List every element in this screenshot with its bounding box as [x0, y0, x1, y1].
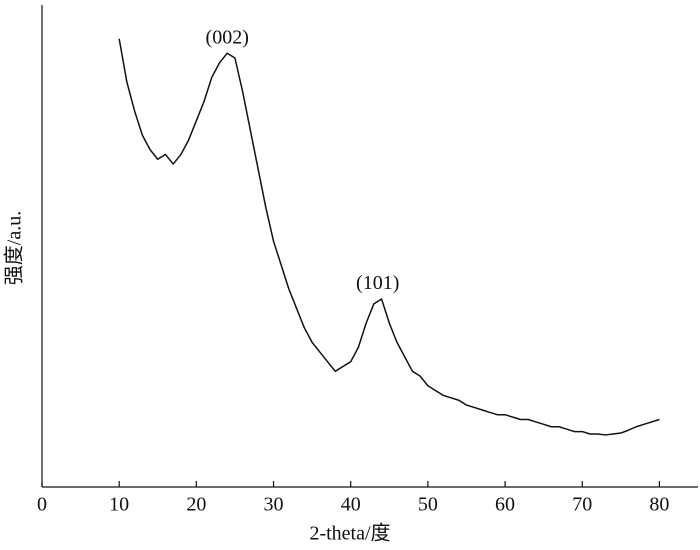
- x-tick-label: 20: [186, 494, 206, 516]
- x-tick-label: 40: [341, 494, 361, 516]
- x-axis-label: 2-theta/度: [309, 522, 390, 545]
- x-tick-label: 60: [495, 494, 515, 516]
- peak-label: (002): [206, 26, 249, 48]
- x-tick-label: 70: [572, 494, 592, 516]
- x-tick-label: 80: [649, 494, 669, 516]
- x-tick-label: 10: [109, 494, 129, 516]
- peak-label: (101): [356, 272, 399, 294]
- data-line: [118, 38, 660, 436]
- x-tick-label: 50: [418, 494, 438, 516]
- x-tick-label: 0: [37, 494, 47, 516]
- x-tick-label: 30: [264, 494, 284, 516]
- y-axis-label: 强度/a.u.: [3, 211, 26, 285]
